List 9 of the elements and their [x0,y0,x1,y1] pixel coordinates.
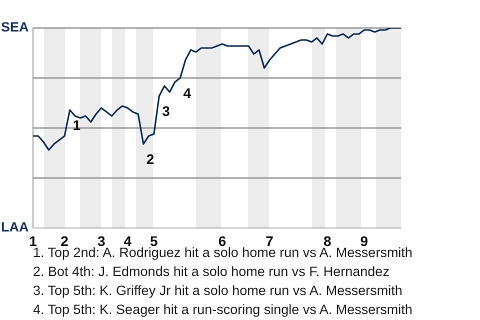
text: 2. Bot 4th: J. Edmonds hit a solo home run vs F. Hernandez [33,263,390,281]
text: 3. Top 5th: K. Griffey Jr hit a solo home run vs A. Messersmith [33,282,404,300]
text: SEA [1,20,30,35]
annotation: 3 [162,103,170,119]
annotation: 1 [72,117,81,133]
text: LAA [1,220,29,235]
text: 4. Top 5th: K. Seager hit a run-scoring single vs A. Messersmith [33,301,412,319]
annotation: 2 [146,151,154,167]
annotation: 4 [183,85,192,101]
